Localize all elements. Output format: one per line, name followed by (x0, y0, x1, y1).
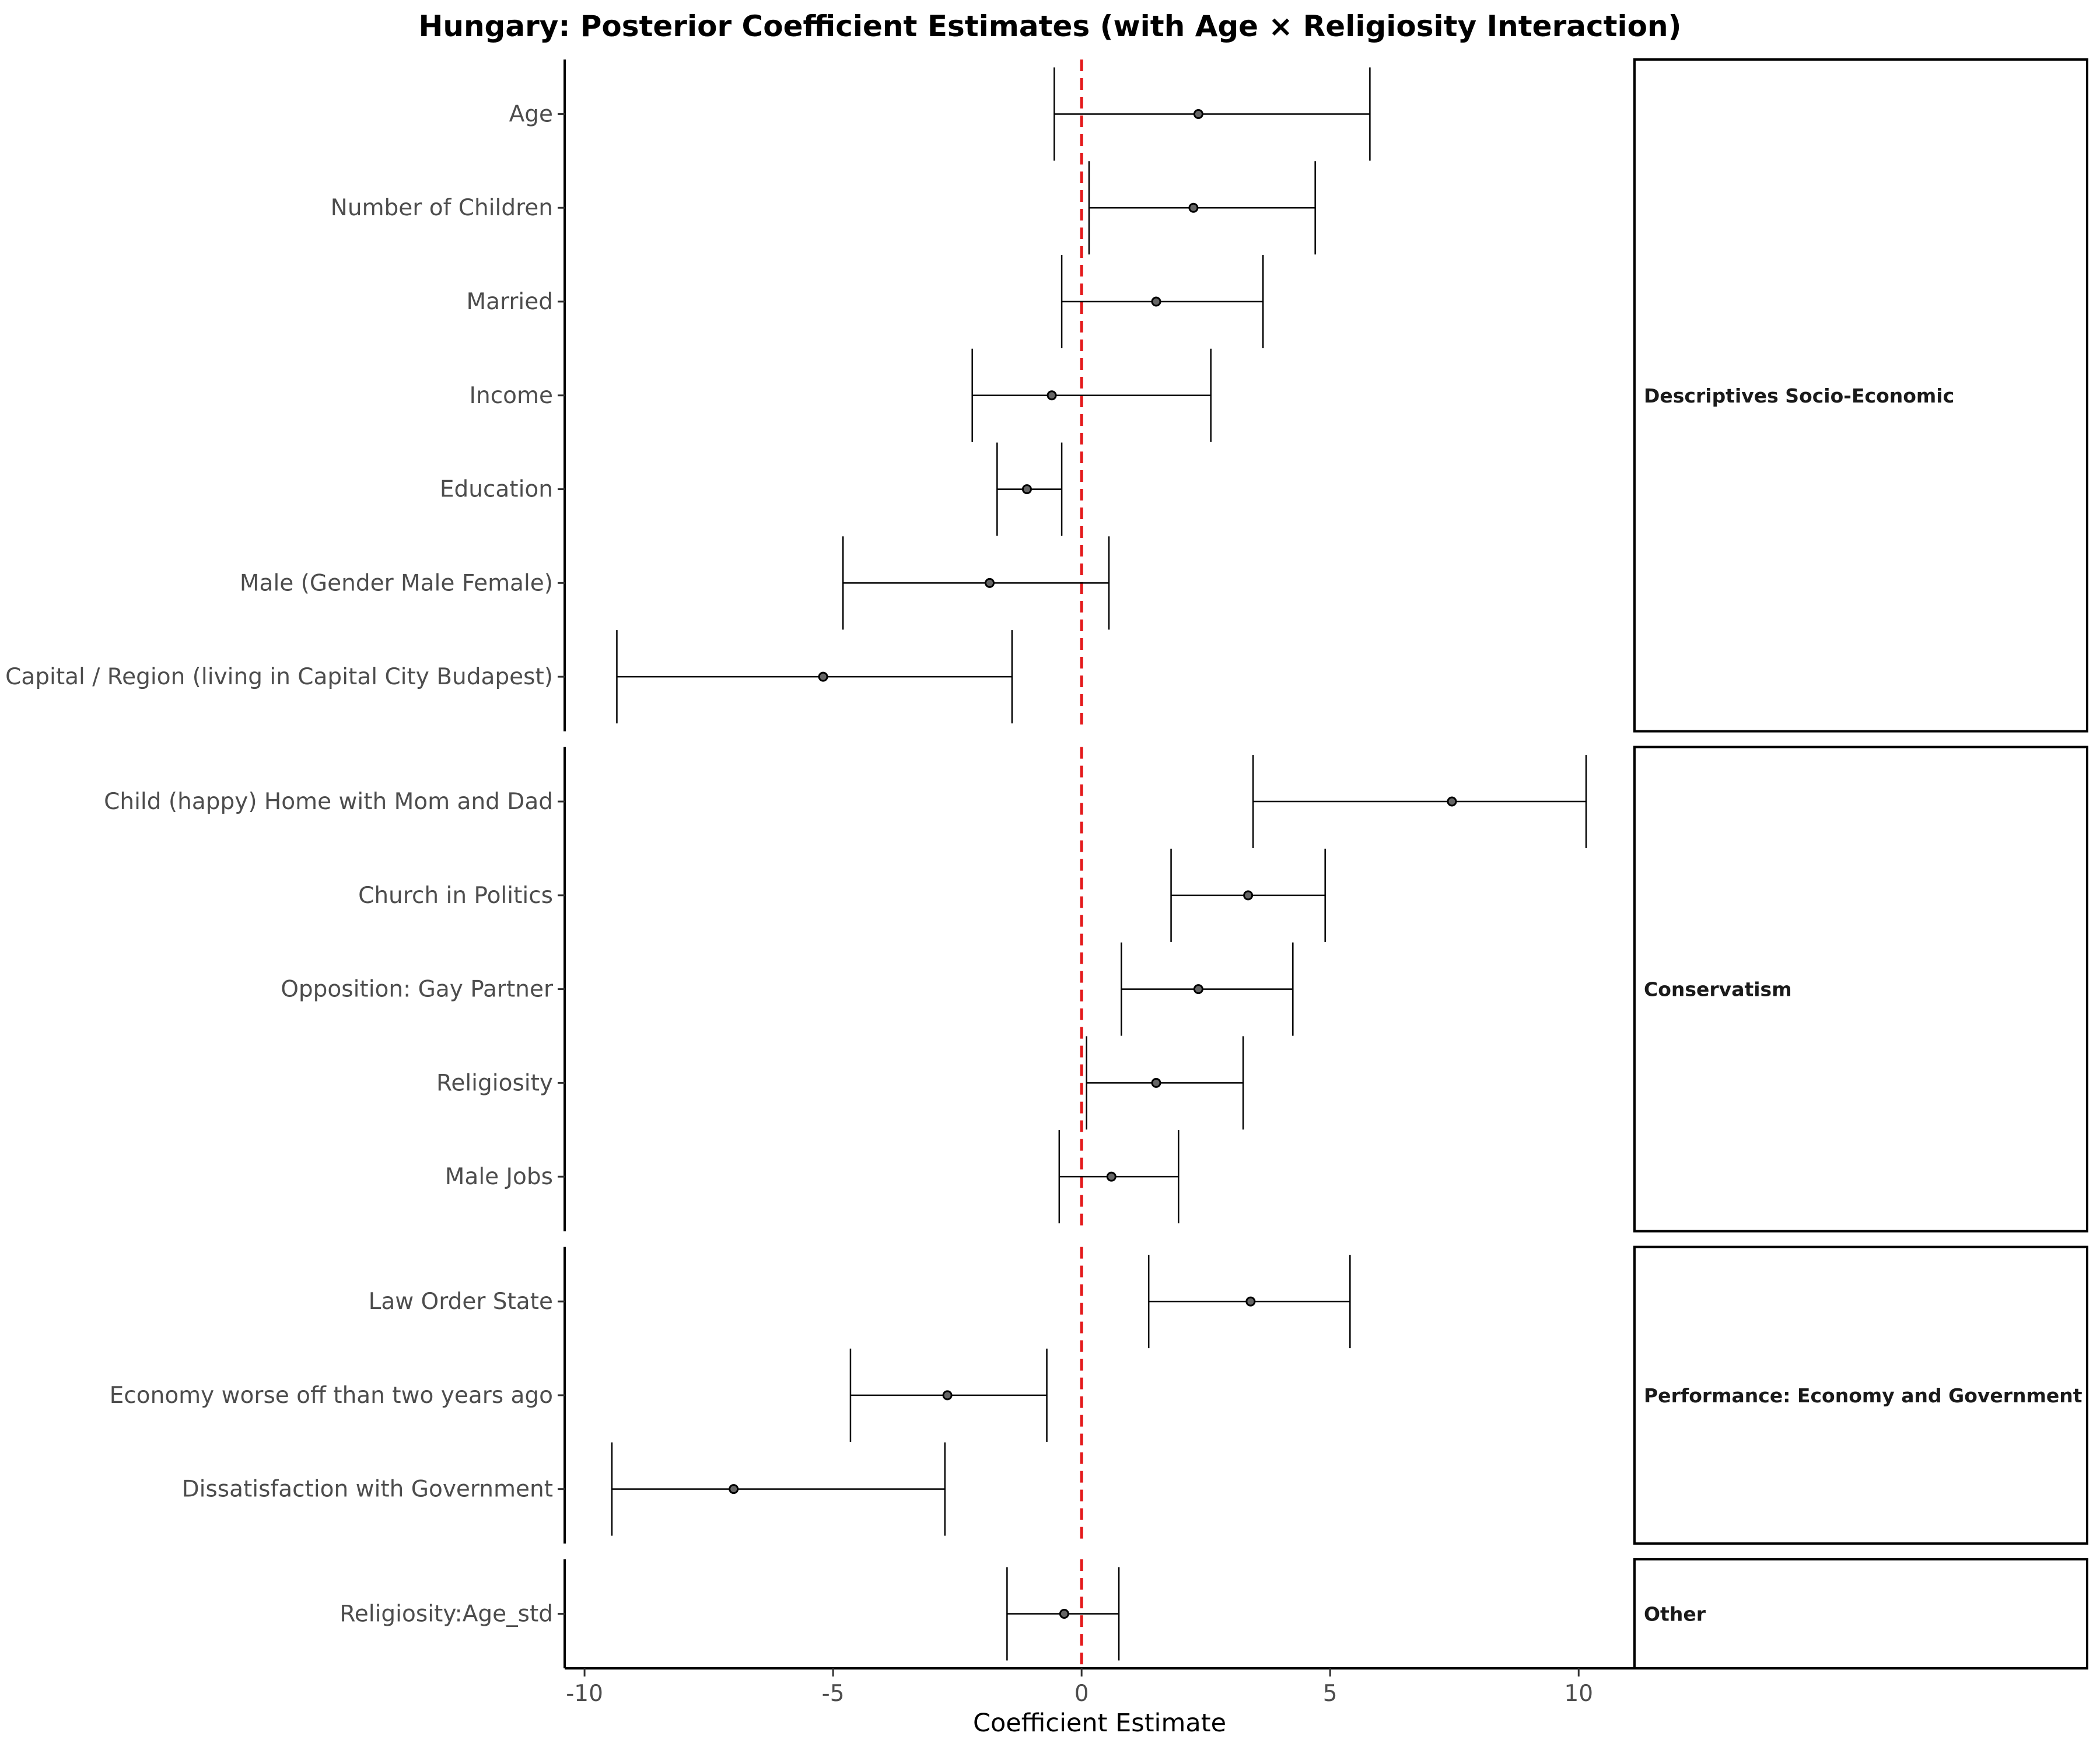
facet-strip-label: Conservatism (1644, 978, 1792, 1001)
row-label: Church in Politics (358, 883, 553, 909)
point-estimate (1447, 796, 1457, 807)
point-estimate (1106, 1171, 1116, 1182)
x-tick-label: -5 (822, 1681, 845, 1707)
estimate-row: Age (509, 67, 1371, 161)
x-axis-label: Coefficient Estimate (973, 1709, 1226, 1738)
estimate-row: Church in Politics (358, 848, 1326, 942)
facet-strip-label: Other (1644, 1603, 1706, 1626)
row-label: Opposition: Gay Partner (281, 977, 554, 1003)
x-tick: -10 (566, 1668, 603, 1707)
x-axis: -10 -5 0 5 10 (565, 1667, 1633, 1707)
point-estimate (729, 1484, 739, 1494)
estimate-row: Child (happy) Home with Mom and Dad (104, 755, 1587, 849)
estimate-row: Income (469, 348, 1212, 442)
facet-strip (1633, 1558, 2088, 1670)
panel-0: Age Number of Children Married Income Educat… (5, 58, 2088, 733)
estimate-row: Religiosity:Age_std (340, 1567, 1120, 1661)
estimate-row: Dissatisfaction with Government (182, 1442, 946, 1536)
point-estimate (1243, 890, 1254, 901)
row-label: Child (happy) Home with Mom and Dad (104, 789, 553, 815)
panel-2: Law Order State Economy worse off than tw… (110, 1245, 2088, 1545)
row-label: Dissatisfaction with Government (182, 1476, 553, 1503)
facet-strip (1633, 1245, 2088, 1545)
point-estimate (1188, 202, 1199, 213)
point-estimate (985, 578, 995, 588)
x-tick-label: 5 (1323, 1681, 1338, 1707)
x-tick: 0 (1074, 1668, 1089, 1707)
estimate-row: Number of Children (331, 161, 1316, 255)
row-label: Male (Gender Male Female) (240, 570, 553, 596)
row-label: Law Order State (369, 1289, 553, 1315)
facet-strip-label: Descriptives Socio-Economic (1644, 384, 1954, 407)
estimate-row: Male Jobs (445, 1130, 1180, 1224)
point-estimate (942, 1390, 953, 1401)
estimate-row: Economy worse off than two years ago (110, 1348, 1048, 1442)
estimate-row: Opposition: Gay Partner (281, 942, 1294, 1036)
row-label: Income (469, 383, 553, 409)
facet-strip (1633, 58, 2088, 733)
point-estimate (818, 671, 828, 682)
x-tick: 10 (1564, 1668, 1593, 1707)
row-label: Age (509, 101, 553, 127)
estimate-row: Male (Gender Male Female) (240, 536, 1110, 630)
row-label: Religiosity (436, 1070, 553, 1096)
panel-1: Child (happy) Home with Mom and Dad Churc… (104, 746, 2088, 1233)
panel-3: Religiosity:Age_std Other (340, 1558, 2088, 1670)
point-estimate (1046, 390, 1057, 401)
x-tick: 5 (1323, 1668, 1338, 1707)
estimate-row: Education (440, 442, 1063, 536)
row-label: Number of Children (331, 195, 553, 221)
estimate-row: Law Order State (369, 1255, 1351, 1349)
row-label: Religiosity:Age_std (340, 1601, 553, 1628)
estimate-row: Capital / Region (living in Capital City… (5, 630, 1013, 724)
x-tick-label: 0 (1074, 1681, 1089, 1707)
point-estimate (1021, 484, 1032, 495)
point-estimate (1151, 296, 1161, 307)
point-estimate (1193, 984, 1203, 995)
point-estimate (1245, 1296, 1256, 1307)
x-tick-label: -10 (566, 1681, 603, 1707)
row-label: Male Jobs (445, 1164, 553, 1190)
facet-strip-label: Performance: Economy and Government (1644, 1384, 2082, 1407)
estimate-row: Religiosity (436, 1036, 1244, 1130)
x-tick: -5 (822, 1668, 845, 1707)
row-label: Education (440, 477, 553, 503)
row-label: Capital / Region (living in Capital City… (5, 664, 553, 690)
point-estimate (1059, 1609, 1069, 1619)
row-label: Married (466, 289, 553, 315)
row-label: Economy worse off than two years ago (110, 1382, 553, 1409)
facet-strip (1633, 746, 2088, 1233)
point-estimate (1193, 108, 1203, 119)
x-tick-label: 10 (1564, 1681, 1593, 1707)
estimate-row: Married (466, 255, 1264, 349)
panels: Age Number of Children Married Income Educat… (5, 58, 2088, 1670)
point-estimate (1151, 1077, 1161, 1088)
chart-title: Hungary: Posterior Coefficient Estimates… (419, 9, 1682, 43)
